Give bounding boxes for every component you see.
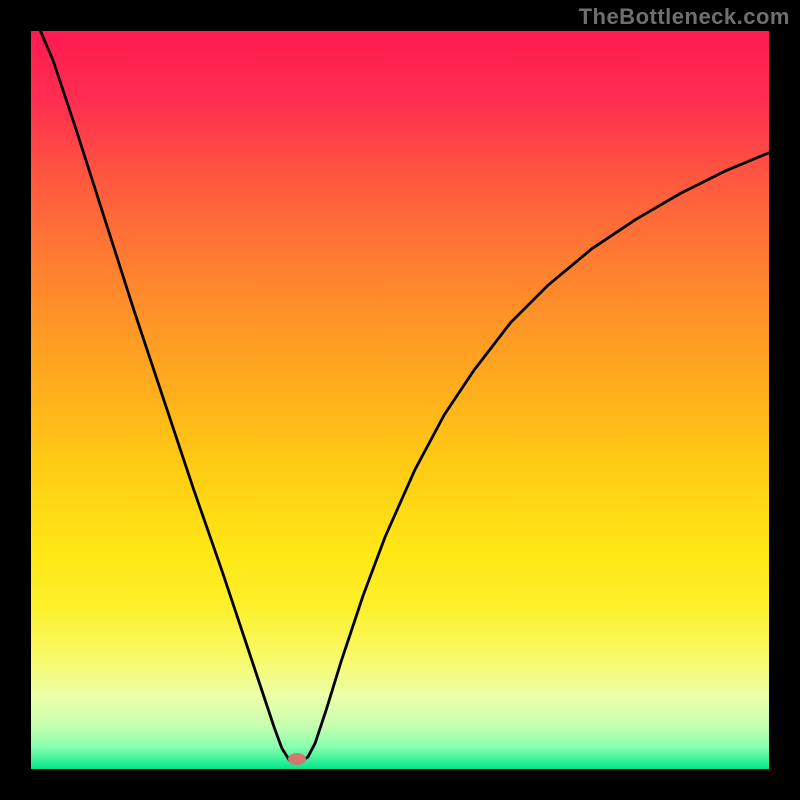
curve-layer (31, 31, 769, 769)
watermark-text: TheBottleneck.com (579, 4, 790, 30)
minimum-marker (288, 753, 306, 765)
plot-area (31, 31, 769, 769)
bottleneck-curve (31, 31, 769, 762)
chart-root: TheBottleneck.com (0, 0, 800, 800)
